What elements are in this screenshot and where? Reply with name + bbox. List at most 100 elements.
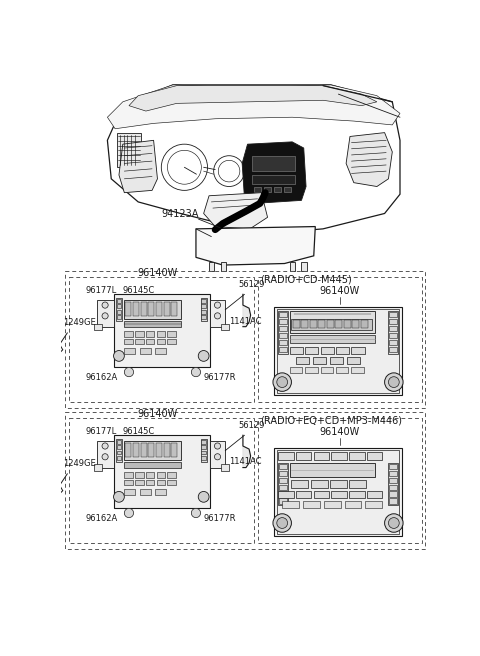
Bar (221, 323, 229, 330)
Polygon shape (108, 85, 400, 129)
Text: 96145C: 96145C (123, 426, 155, 436)
Circle shape (388, 377, 399, 388)
Text: 96140W: 96140W (137, 409, 178, 419)
Bar (140, 489, 151, 495)
Bar (279, 470, 287, 476)
Bar (168, 331, 176, 337)
Bar (314, 491, 329, 499)
Bar (125, 443, 131, 457)
Circle shape (102, 302, 108, 308)
Bar (201, 298, 207, 321)
Text: 94123A: 94123A (161, 209, 199, 219)
Bar (156, 339, 165, 344)
Circle shape (192, 367, 201, 377)
Bar (155, 348, 166, 354)
Bar (146, 331, 155, 337)
Bar (314, 452, 329, 460)
Bar (279, 340, 287, 345)
Bar (361, 319, 368, 328)
Bar (389, 478, 397, 483)
Bar (135, 480, 144, 485)
Bar (141, 302, 147, 316)
Bar (123, 462, 181, 468)
Circle shape (384, 373, 403, 392)
Circle shape (388, 518, 399, 528)
Bar (133, 302, 139, 316)
Bar (117, 456, 121, 460)
Text: (RADIO+EQ+CD+MP3-M446): (RADIO+EQ+CD+MP3-M446) (260, 416, 402, 426)
Circle shape (277, 377, 288, 388)
Bar (123, 300, 181, 319)
Bar (264, 186, 271, 192)
Bar (296, 452, 312, 460)
Text: 1249GE: 1249GE (63, 459, 96, 468)
Bar (282, 501, 299, 508)
Circle shape (215, 313, 221, 319)
Bar (388, 463, 398, 505)
Bar (279, 333, 287, 338)
Bar (69, 419, 254, 543)
Bar (321, 346, 334, 354)
Polygon shape (119, 140, 157, 193)
Text: 56129: 56129 (238, 420, 264, 430)
Bar (124, 480, 133, 485)
Bar (125, 302, 131, 316)
Bar (117, 315, 121, 319)
Circle shape (124, 367, 133, 377)
Bar (336, 367, 348, 373)
Bar (278, 452, 294, 460)
Bar (117, 451, 121, 455)
Polygon shape (129, 86, 377, 111)
Bar (201, 451, 206, 455)
Bar (290, 367, 302, 373)
Bar (351, 367, 364, 373)
Bar (293, 319, 300, 328)
Text: 1141AC: 1141AC (229, 457, 262, 466)
Bar (141, 443, 147, 457)
Bar (389, 319, 397, 324)
Bar (327, 319, 334, 328)
Bar (124, 331, 133, 337)
Bar (117, 299, 121, 303)
Circle shape (114, 491, 124, 502)
Bar (116, 298, 122, 321)
Text: 96162A: 96162A (86, 373, 118, 382)
Bar (290, 262, 295, 271)
Circle shape (384, 514, 403, 532)
Bar (146, 480, 155, 485)
Bar (148, 302, 155, 316)
Bar (156, 480, 165, 485)
Bar (94, 464, 102, 470)
Circle shape (198, 350, 209, 361)
Bar (389, 499, 397, 504)
Text: 96177L: 96177L (86, 286, 117, 295)
Bar (332, 452, 347, 460)
Bar (388, 311, 398, 354)
Bar (290, 463, 374, 477)
Bar (171, 302, 178, 316)
Bar (321, 367, 333, 373)
Bar (96, 441, 114, 468)
Bar (254, 186, 262, 192)
Text: 1141AC: 1141AC (229, 317, 262, 325)
Circle shape (215, 454, 221, 460)
Bar (389, 326, 397, 331)
Bar (114, 295, 210, 367)
Bar (201, 445, 206, 449)
Bar (275, 447, 402, 536)
Bar (324, 501, 341, 508)
Bar (305, 367, 318, 373)
Bar (345, 501, 361, 508)
Bar (69, 277, 254, 402)
Bar (155, 489, 166, 495)
Bar (330, 480, 347, 487)
Bar (367, 452, 382, 460)
Bar (279, 478, 287, 483)
Bar (117, 310, 121, 314)
Bar (367, 491, 382, 499)
Bar (94, 323, 102, 330)
Bar (303, 501, 320, 508)
Bar (389, 346, 397, 352)
Bar (344, 319, 351, 328)
Polygon shape (196, 226, 315, 265)
